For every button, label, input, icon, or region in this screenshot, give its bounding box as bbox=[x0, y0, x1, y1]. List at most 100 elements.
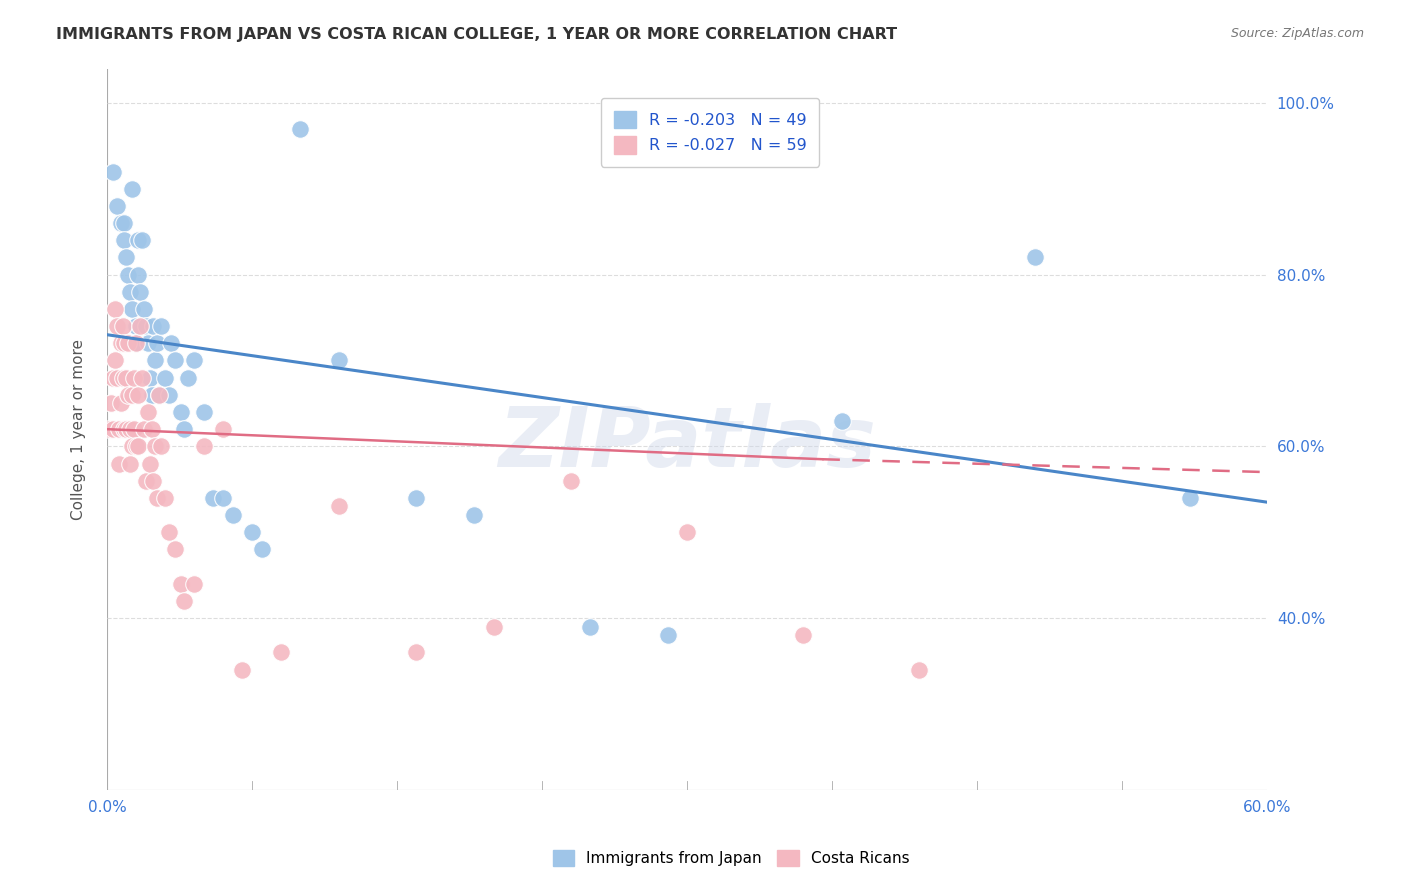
Point bbox=[135, 319, 157, 334]
Point bbox=[135, 474, 157, 488]
Point bbox=[212, 422, 235, 436]
Legend: R = -0.203   N = 49, R = -0.027   N = 59: R = -0.203 N = 49, R = -0.027 N = 59 bbox=[600, 98, 820, 167]
Point bbox=[908, 663, 931, 677]
Point bbox=[142, 474, 165, 488]
Point bbox=[104, 301, 127, 316]
Text: Source: ZipAtlas.com: Source: ZipAtlas.com bbox=[1230, 27, 1364, 40]
Point bbox=[148, 388, 170, 402]
Point bbox=[101, 422, 124, 436]
Point bbox=[141, 422, 163, 436]
Point bbox=[117, 336, 139, 351]
Point bbox=[115, 422, 138, 436]
Point bbox=[101, 164, 124, 178]
Point bbox=[482, 620, 505, 634]
Point bbox=[131, 370, 153, 384]
Point bbox=[120, 422, 142, 436]
Point bbox=[105, 370, 128, 384]
Point bbox=[105, 319, 128, 334]
Point bbox=[328, 353, 350, 368]
Point bbox=[129, 285, 152, 299]
Y-axis label: College, 1 year or more: College, 1 year or more bbox=[72, 339, 86, 520]
Point bbox=[107, 422, 129, 436]
Point bbox=[132, 422, 155, 436]
Point bbox=[676, 525, 699, 540]
Point bbox=[145, 439, 167, 453]
Point bbox=[117, 268, 139, 282]
Point bbox=[142, 319, 165, 334]
Point bbox=[136, 405, 159, 419]
Point bbox=[101, 370, 124, 384]
Point bbox=[110, 396, 132, 410]
Point bbox=[122, 370, 145, 384]
Point bbox=[110, 336, 132, 351]
Point bbox=[270, 645, 292, 659]
Point bbox=[560, 474, 582, 488]
Point bbox=[150, 439, 173, 453]
Point bbox=[114, 216, 136, 230]
Point bbox=[146, 491, 169, 505]
Point bbox=[657, 628, 679, 642]
Point bbox=[183, 576, 205, 591]
Point bbox=[173, 422, 195, 436]
Point bbox=[173, 594, 195, 608]
Point bbox=[115, 370, 138, 384]
Point bbox=[104, 353, 127, 368]
Point bbox=[202, 491, 225, 505]
Point bbox=[163, 542, 186, 557]
Point bbox=[114, 422, 136, 436]
Point bbox=[111, 319, 134, 334]
Point bbox=[153, 370, 176, 384]
Point bbox=[127, 268, 149, 282]
Point bbox=[132, 301, 155, 316]
Point bbox=[193, 405, 215, 419]
Text: ZIPatlas: ZIPatlas bbox=[498, 403, 876, 484]
Point bbox=[463, 508, 485, 522]
Point bbox=[125, 336, 148, 351]
Point bbox=[212, 491, 235, 505]
Point bbox=[1178, 491, 1201, 505]
Point bbox=[831, 414, 853, 428]
Point bbox=[129, 319, 152, 334]
Point bbox=[107, 457, 129, 471]
Point bbox=[122, 422, 145, 436]
Point bbox=[169, 405, 191, 419]
Point bbox=[290, 121, 312, 136]
Point bbox=[160, 336, 183, 351]
Point bbox=[120, 457, 142, 471]
Point bbox=[405, 645, 427, 659]
Point bbox=[125, 319, 148, 334]
Point bbox=[177, 370, 200, 384]
Point bbox=[157, 525, 180, 540]
Point bbox=[1024, 251, 1046, 265]
Point bbox=[136, 336, 159, 351]
Point bbox=[105, 199, 128, 213]
Point bbox=[125, 336, 148, 351]
Point bbox=[125, 439, 148, 453]
Point bbox=[131, 233, 153, 247]
Point bbox=[183, 353, 205, 368]
Point bbox=[127, 388, 149, 402]
Point bbox=[250, 542, 273, 557]
Point bbox=[193, 439, 215, 453]
Point bbox=[121, 301, 143, 316]
Point bbox=[115, 251, 138, 265]
Point bbox=[110, 216, 132, 230]
Point bbox=[240, 525, 263, 540]
Point bbox=[114, 336, 136, 351]
Point bbox=[138, 370, 160, 384]
Legend: Immigrants from Japan, Costa Ricans: Immigrants from Japan, Costa Ricans bbox=[546, 842, 917, 873]
Point bbox=[405, 491, 427, 505]
Point bbox=[328, 500, 350, 514]
Point bbox=[127, 233, 149, 247]
Text: IMMIGRANTS FROM JAPAN VS COSTA RICAN COLLEGE, 1 YEAR OR MORE CORRELATION CHART: IMMIGRANTS FROM JAPAN VS COSTA RICAN COL… bbox=[56, 27, 897, 42]
Point bbox=[169, 576, 191, 591]
Point bbox=[792, 628, 814, 642]
Point bbox=[111, 370, 134, 384]
Point bbox=[222, 508, 245, 522]
Point bbox=[120, 285, 142, 299]
Point bbox=[163, 353, 186, 368]
Point bbox=[121, 439, 143, 453]
Point bbox=[121, 182, 143, 196]
Point bbox=[157, 388, 180, 402]
Point bbox=[121, 388, 143, 402]
